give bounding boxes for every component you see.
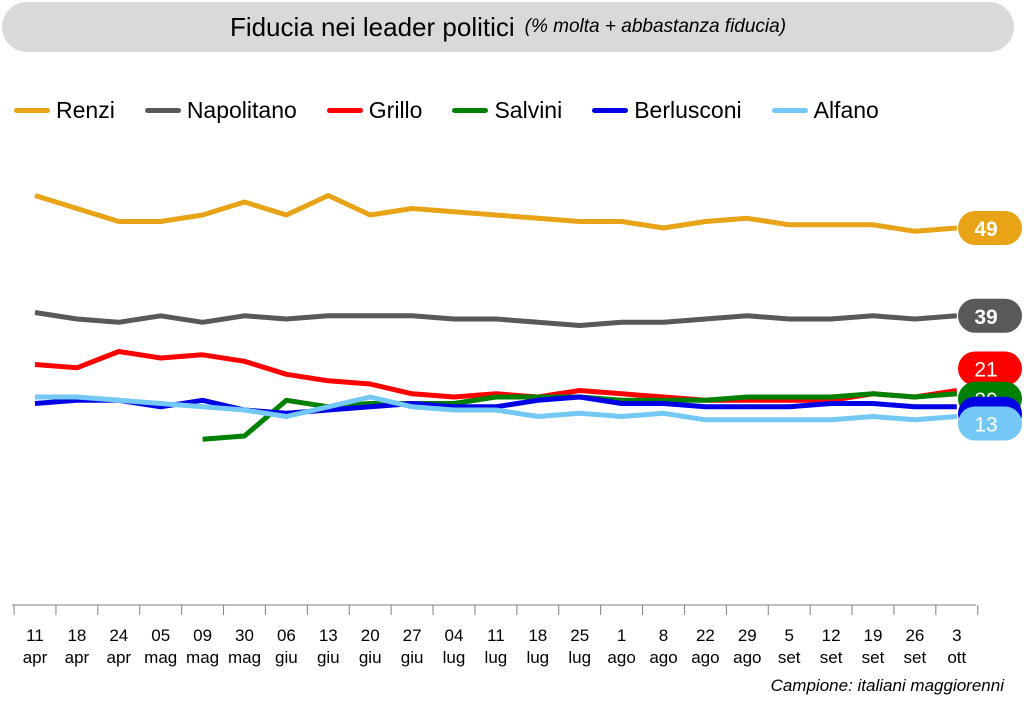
legend-item: Napolitano xyxy=(144,96,297,124)
chart-title-bar: Fiducia nei leader politici (% molta + a… xyxy=(2,2,1014,52)
x-tick-label: 8 xyxy=(659,626,668,645)
x-tick-label: 22 xyxy=(696,626,715,645)
legend-swatch xyxy=(771,107,808,113)
x-tick-label: 18 xyxy=(67,626,86,645)
x-tick-label: 18 xyxy=(528,626,547,645)
x-tick-label: 25 xyxy=(570,626,589,645)
series-line-berlusconi xyxy=(34,394,957,416)
x-tick-label: 04 xyxy=(445,626,464,645)
legend-item: Salvini xyxy=(452,97,562,124)
x-tick-label: 24 xyxy=(109,626,128,645)
x-tick-label: 1 xyxy=(617,626,626,645)
legend-item: Alfano xyxy=(771,96,879,124)
end-label-badge-renzi xyxy=(958,211,1022,245)
x-tick-label: ago xyxy=(733,648,761,667)
legend-swatch xyxy=(14,107,50,113)
x-tick-label: set xyxy=(778,648,801,667)
legend-item: Berlusconi xyxy=(592,96,742,124)
x-tick-label: 5 xyxy=(784,626,793,645)
x-tick-label: 11 xyxy=(26,626,44,645)
legend-swatch xyxy=(326,107,363,113)
legend-label: Grillo xyxy=(368,96,423,123)
x-tick-label: 3 xyxy=(952,626,961,645)
legend-swatch xyxy=(592,107,629,113)
x-tick-label: 29 xyxy=(738,626,757,645)
x-tick-label: 05 xyxy=(151,626,170,645)
x-tick-label: 26 xyxy=(905,626,924,645)
chart-footnote: Campione: italiani maggiorenni xyxy=(770,676,1004,695)
end-label-value: 39 xyxy=(974,306,997,329)
x-tick-label: set xyxy=(862,648,885,667)
legend-item: Grillo xyxy=(326,96,423,124)
chart-title: Fiducia nei leader politici xyxy=(229,11,515,42)
x-tick-label: 13 xyxy=(319,626,338,645)
x-tick-label: mag xyxy=(144,648,177,667)
x-tick-label: ago xyxy=(607,648,635,667)
end-label-value: 21 xyxy=(974,359,997,382)
x-tick-label: mag xyxy=(186,648,219,667)
x-tick-label: lug xyxy=(443,648,466,667)
x-tick-label: 09 xyxy=(193,626,212,645)
chart-subtitle: (% molta + abbastanza fiducia) xyxy=(524,16,787,37)
series-line-renzi xyxy=(34,193,957,234)
x-tick-label: 19 xyxy=(864,626,883,645)
x-tick-label: 11 xyxy=(487,626,505,645)
series-line-alfano xyxy=(35,394,957,423)
series-line-napolitano xyxy=(34,310,957,328)
x-tick-label: lug xyxy=(568,648,591,667)
x-tick-label: apr xyxy=(107,648,132,667)
legend-label: Salvini xyxy=(494,96,563,123)
legend-swatch xyxy=(452,107,489,113)
legend-label: Alfano xyxy=(813,96,879,123)
legend-label: Napolitano xyxy=(186,96,297,123)
x-tick-label: apr xyxy=(65,648,90,667)
x-tick-label: set xyxy=(904,648,927,667)
end-label-value: 13 xyxy=(974,414,997,437)
series-line-grillo xyxy=(34,349,958,403)
x-tick-label: giu xyxy=(275,648,298,667)
chart-legend: Renzi Napolitano Grillo Salvini Berlusconi Al… xyxy=(14,92,909,128)
legend-item: Renzi xyxy=(14,97,115,124)
x-tick-label: 27 xyxy=(403,626,422,645)
end-label-value: 49 xyxy=(974,218,997,241)
end-label-badge-napolitano xyxy=(958,298,1022,333)
end-label-badge-grillo xyxy=(958,351,1022,386)
x-tick-label: ott xyxy=(947,648,966,667)
x-tick-label: 06 xyxy=(277,626,296,645)
x-tick-label: 20 xyxy=(361,626,380,645)
legend-label: Renzi xyxy=(56,96,115,123)
x-tick-label: set xyxy=(820,648,843,667)
x-tick-label: lug xyxy=(526,648,549,667)
x-tick-label: giu xyxy=(359,648,382,667)
x-tick-label: mag xyxy=(228,648,261,667)
x-tick-label: apr xyxy=(23,648,48,667)
x-tick-label: giu xyxy=(317,648,340,667)
x-tick-label: ago xyxy=(649,648,677,667)
x-tick-label: 30 xyxy=(235,626,254,645)
x-tick-label: lug xyxy=(485,648,508,667)
x-tick-label: giu xyxy=(401,648,424,667)
x-tick-label: 12 xyxy=(822,626,841,645)
x-tick-label: ago xyxy=(691,648,719,667)
legend-swatch xyxy=(144,107,181,113)
end-label-badge-alfano xyxy=(958,406,1022,441)
legend-label: Berlusconi xyxy=(634,96,742,123)
